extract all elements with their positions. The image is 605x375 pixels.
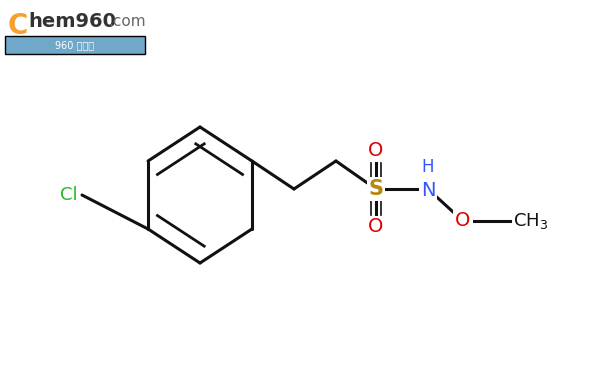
Text: H: H — [422, 158, 434, 176]
Text: 960 化工网: 960 化工网 — [56, 40, 94, 50]
Text: S: S — [368, 179, 384, 199]
FancyBboxPatch shape — [5, 36, 145, 54]
Text: O: O — [456, 211, 471, 231]
Text: Cl: Cl — [60, 186, 78, 204]
Text: CH$_3$: CH$_3$ — [513, 211, 548, 231]
Text: hem960: hem960 — [28, 12, 116, 31]
Text: O: O — [368, 217, 384, 237]
Text: C: C — [8, 12, 28, 40]
Text: N: N — [420, 182, 435, 201]
Text: .com: .com — [108, 14, 146, 29]
Text: O: O — [368, 141, 384, 160]
